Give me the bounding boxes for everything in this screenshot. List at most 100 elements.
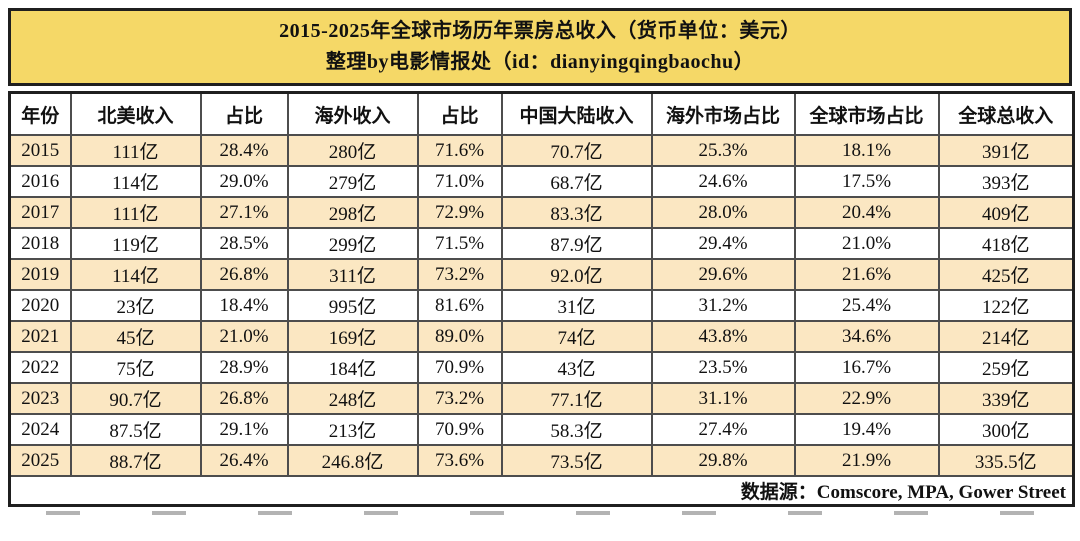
column-header: 北美收入: [69, 91, 202, 136]
table-cell: 995亿: [286, 289, 419, 322]
table-cell: 21.0%: [199, 320, 289, 353]
table-cell: 72.9%: [416, 196, 503, 229]
table-cell: 26.8%: [199, 258, 289, 291]
column-header: 占比: [199, 91, 289, 136]
table-cell: 22.9%: [793, 382, 940, 415]
year-cell: 2017: [8, 196, 72, 229]
table-cell: 88.7亿: [69, 444, 202, 477]
table-cell: 393亿: [937, 165, 1075, 198]
table-cell: 26.8%: [199, 382, 289, 415]
year-cell: 2023: [8, 382, 72, 415]
table-cell: 87.5亿: [69, 413, 202, 446]
table-cell: 29.1%: [199, 413, 289, 446]
table-cell: 21.6%: [793, 258, 940, 291]
table-cell: 31.2%: [650, 289, 796, 322]
cutoff-next-row-strip: [8, 511, 1072, 515]
table-row: 2025 88.7亿 26.4% 246.8亿 73.6% 73.5亿 29.8% 21.9%…: [8, 444, 1075, 477]
table-cell: 68.7亿: [500, 165, 653, 198]
table-cell: 111亿: [69, 134, 202, 167]
box-office-table: 年份 北美收入 占比 海外收入 占比 中国大陆收入 海外市场占比 全球市场占比 全球总收入 20…: [8, 91, 1075, 507]
table-cell: 111亿: [69, 196, 202, 229]
table-cell: 58.3亿: [500, 413, 653, 446]
year-cell: 2016: [8, 165, 72, 198]
year-cell: 2022: [8, 351, 72, 384]
table-cell: 25.4%: [793, 289, 940, 322]
table-body: 2015 111亿 28.4% 280亿 71.6% 70.7亿 25.3% 18.1% 391…: [8, 134, 1075, 477]
year-cell: 2025: [8, 444, 72, 477]
column-header: 海外收入: [286, 91, 419, 136]
table-row: 2020 23亿 18.4% 995亿 81.6% 31亿 31.2% 25.4% 122亿: [8, 289, 1075, 322]
table-cell: 311亿: [286, 258, 419, 291]
column-header: 全球总收入: [937, 91, 1075, 136]
column-header: 海外市场占比: [650, 91, 796, 136]
table-row: 2017 111亿 27.1% 298亿 72.9% 83.3亿 28.0% 20.4% 409…: [8, 196, 1075, 229]
year-cell: 2021: [8, 320, 72, 353]
table-cell: 169亿: [286, 320, 419, 353]
table-cell: 25.3%: [650, 134, 796, 167]
table-cell: 299亿: [286, 227, 419, 260]
table-cell: 114亿: [69, 165, 202, 198]
table-cell: 335.5亿: [937, 444, 1075, 477]
year-cell: 2019: [8, 258, 72, 291]
table-cell: 29.8%: [650, 444, 796, 477]
table-row: 2016 114亿 29.0% 279亿 71.0% 68.7亿 24.6% 17.5% 393…: [8, 165, 1075, 198]
table-title-banner: 2015-2025年全球市场历年票房总收入（货币单位：美元） 整理by电影情报处…: [8, 8, 1072, 86]
year-cell: 2015: [8, 134, 72, 167]
title-line-1: 2015-2025年全球市场历年票房总收入（货币单位：美元）: [279, 20, 801, 42]
table-cell: 184亿: [286, 351, 419, 384]
column-header: 全球市场占比: [793, 91, 940, 136]
table-cell: 28.9%: [199, 351, 289, 384]
table-cell: 31.1%: [650, 382, 796, 415]
source-row: 数据源：Comscore, MPA, Gower Street: [8, 475, 1075, 507]
table-cell: 300亿: [937, 413, 1075, 446]
table-cell: 18.1%: [793, 134, 940, 167]
table-cell: 45亿: [69, 320, 202, 353]
table-cell: 16.7%: [793, 351, 940, 384]
table-cell: 248亿: [286, 382, 419, 415]
table-cell: 339亿: [937, 382, 1075, 415]
table-cell: 119亿: [69, 227, 202, 260]
header-row: 年份 北美收入 占比 海外收入 占比 中国大陆收入 海外市场占比 全球市场占比 全球总收入: [8, 91, 1075, 136]
table-header: 年份 北美收入 占比 海外收入 占比 中国大陆收入 海外市场占比 全球市场占比 全球总收入: [8, 91, 1075, 136]
table-cell: 43.8%: [650, 320, 796, 353]
table-cell: 29.4%: [650, 227, 796, 260]
table-cell: 43亿: [500, 351, 653, 384]
table-cell: 92.0亿: [500, 258, 653, 291]
table-cell: 24.6%: [650, 165, 796, 198]
table-cell: 71.5%: [416, 227, 503, 260]
table-cell: 280亿: [286, 134, 419, 167]
table-cell: 259亿: [937, 351, 1075, 384]
table-cell: 26.4%: [199, 444, 289, 477]
table-cell: 23.5%: [650, 351, 796, 384]
year-cell: 2018: [8, 227, 72, 260]
table-row: 2023 90.7亿 26.8% 248亿 73.2% 77.1亿 31.1% 22.9% 33…: [8, 382, 1075, 415]
table-cell: 214亿: [937, 320, 1075, 353]
table-row: 2019 114亿 26.8% 311亿 73.2% 92.0亿 29.6% 21.6% 425…: [8, 258, 1075, 291]
year-cell: 2024: [8, 413, 72, 446]
table-cell: 246.8亿: [286, 444, 419, 477]
table-footer: 数据源：Comscore, MPA, Gower Street: [8, 475, 1075, 507]
table-cell: 73.5亿: [500, 444, 653, 477]
table-cell: 28.0%: [650, 196, 796, 229]
table-cell: 70.7亿: [500, 134, 653, 167]
year-cell: 2020: [8, 289, 72, 322]
table-cell: 21.0%: [793, 227, 940, 260]
table-cell: 23亿: [69, 289, 202, 322]
column-header: 占比: [416, 91, 503, 136]
table-cell: 29.6%: [650, 258, 796, 291]
table-cell: 17.5%: [793, 165, 940, 198]
table-cell: 425亿: [937, 258, 1075, 291]
table-cell: 213亿: [286, 413, 419, 446]
table-cell: 298亿: [286, 196, 419, 229]
title-line-2: 整理by电影情报处（id：dianyingqingbaochu）: [325, 51, 755, 73]
table-cell: 77.1亿: [500, 382, 653, 415]
table-cell: 71.0%: [416, 165, 503, 198]
table-cell: 27.1%: [199, 196, 289, 229]
table-cell: 34.6%: [793, 320, 940, 353]
table-cell: 122亿: [937, 289, 1075, 322]
table-cell: 73.6%: [416, 444, 503, 477]
table-cell: 21.9%: [793, 444, 940, 477]
table-cell: 28.4%: [199, 134, 289, 167]
table-cell: 70.9%: [416, 413, 503, 446]
table-row: 2024 87.5亿 29.1% 213亿 70.9% 58.3亿 27.4% 19.4% 30…: [8, 413, 1075, 446]
